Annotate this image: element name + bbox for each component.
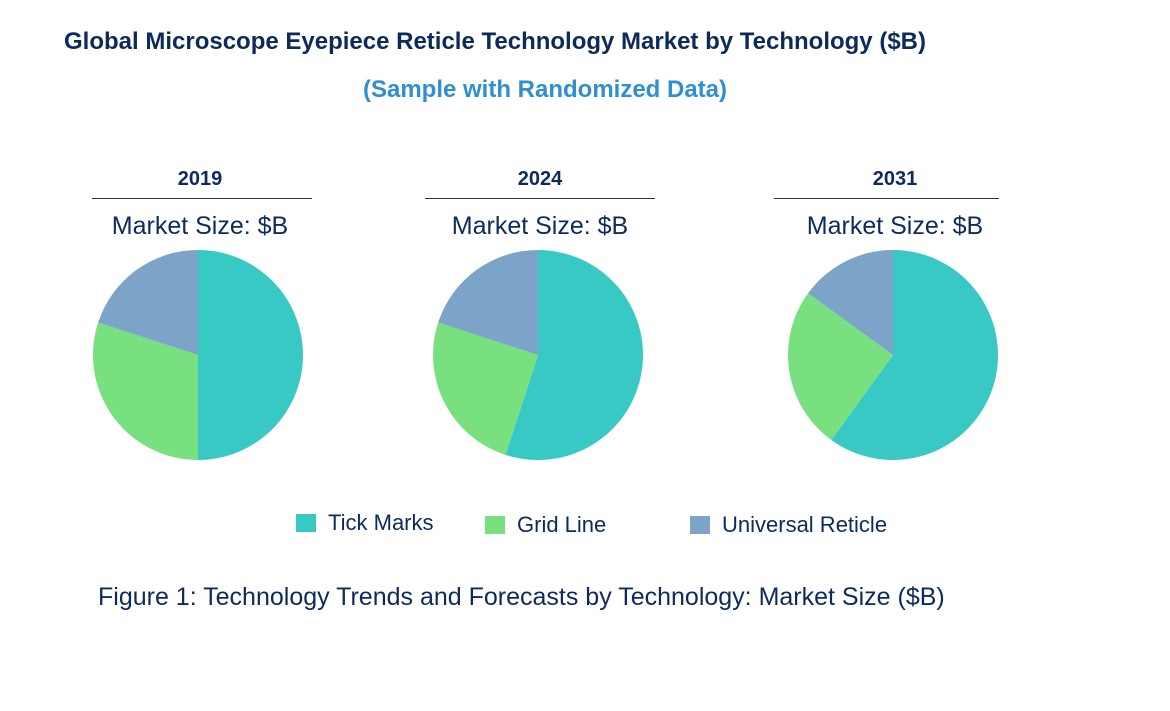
slice-universal-reticle [808,250,893,355]
slice-tick-marks [505,250,643,460]
legend-item-grid-line: Grid Line [485,510,606,540]
slice-grid-line [788,293,893,440]
legend-swatch [296,514,316,532]
figure-caption: Figure 1: Technology Trends and Forecast… [98,583,945,611]
market-size-label: Market Size: $B [451,212,629,240]
legend-swatch [485,516,505,534]
market-size-label: Market Size: $B [806,212,984,240]
slice-universal-reticle [438,250,538,355]
slice-tick-marks [198,250,303,460]
market-size-label: Market Size: $B [111,212,289,240]
year-underline [425,198,655,199]
slice-tick-marks [831,250,998,460]
pie-chart-2024 [433,250,643,460]
slice-grid-line [433,322,538,455]
year-underline [774,198,999,199]
pie-year-label: 2024 [517,168,563,190]
pie-block-2031: 2031 Market Size: $B [774,168,1015,468]
year-underline [92,198,312,199]
legend-label: Grid Line [517,512,607,537]
pie-chart-2019 [92,250,303,460]
pie-block-2024: 2024 Market Size: $B [420,168,660,468]
pie-block-2019: 2019 Market Size: $B [80,168,320,468]
legend-label: Universal Reticle [722,512,888,537]
legend-item-universal-reticle: Universal Reticle [690,510,887,540]
pie-chart-2031 [788,250,998,460]
slice-universal-reticle [98,250,198,355]
slice-grid-line [92,322,198,460]
chart-title: Global Microscope Eyepiece Reticle Techn… [64,28,926,55]
pie-year-label: 2031 [872,168,918,190]
legend-label: Tick Marks [328,510,434,535]
pie-year-label: 2019 [177,168,223,190]
legend-item-tick-marks: Tick Marks [296,508,434,538]
legend-swatch [690,516,710,534]
chart-subtitle: (Sample with Randomized Data) [362,76,728,103]
